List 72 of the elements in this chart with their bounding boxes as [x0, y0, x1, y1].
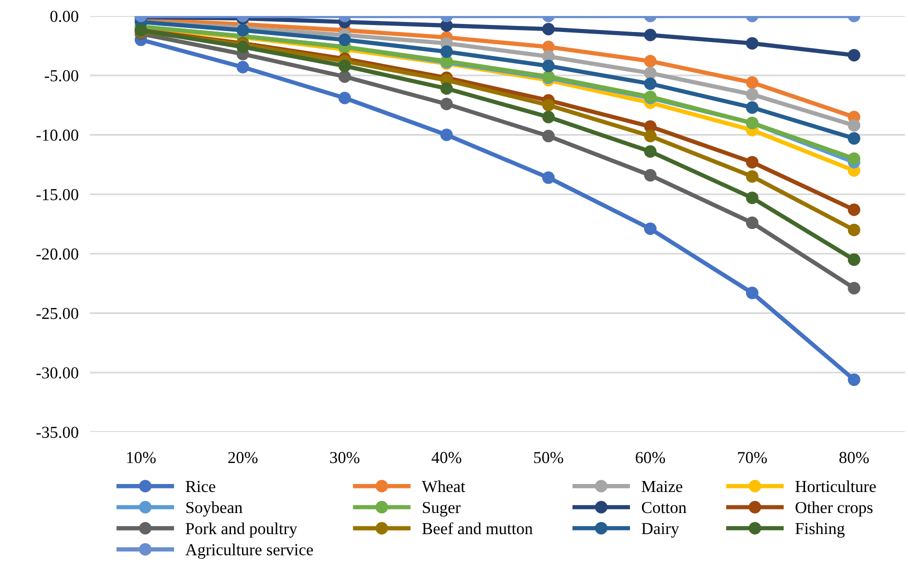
- point: [644, 78, 657, 90]
- point: [746, 192, 758, 204]
- legend-label: Dairy: [642, 523, 680, 538]
- point: [440, 98, 453, 110]
- point: [338, 70, 351, 83]
- point: [644, 130, 657, 142]
- x-tick-label: 10%: [127, 452, 156, 464]
- point: [746, 101, 758, 114]
- point: [644, 169, 657, 182]
- point: [236, 60, 250, 74]
- point: [644, 28, 657, 42]
- legend-label: Other crops: [796, 501, 873, 517]
- legend-label: Maize: [642, 480, 682, 492]
- point: [848, 48, 860, 62]
- point: [848, 224, 860, 236]
- point: [848, 119, 860, 132]
- point: [848, 373, 860, 386]
- point: [542, 110, 555, 124]
- legend-label: Beef and mutton: [422, 522, 533, 534]
- point: [848, 203, 860, 216]
- x-tick-label: 60%: [636, 452, 666, 464]
- point: [746, 216, 758, 230]
- point: [746, 156, 758, 168]
- legend-label: Fishing: [795, 522, 845, 538]
- point: [338, 92, 351, 104]
- point: [746, 88, 758, 101]
- point: [542, 98, 555, 112]
- point: [440, 82, 453, 95]
- y-tick-label: -35.00: [36, 426, 78, 438]
- y-tick-label: -20.00: [36, 248, 78, 260]
- point: [848, 282, 860, 294]
- point: [542, 60, 555, 72]
- point: [644, 54, 657, 68]
- point: [848, 152, 860, 165]
- legend-label: Soybean: [186, 501, 242, 517]
- point: [236, 24, 250, 37]
- point: [644, 145, 657, 158]
- point: [746, 76, 758, 89]
- x-tick-label: 40%: [432, 452, 462, 464]
- point: [746, 170, 758, 183]
- y-tick-label: -25.00: [36, 308, 78, 320]
- legend-label: Pork and poultry: [186, 522, 298, 538]
- legend-label: Rice: [186, 480, 216, 492]
- point: [848, 132, 860, 145]
- y-tick-label: 0.00: [50, 10, 78, 22]
- y-tick-label: -5.00: [44, 70, 78, 82]
- x-tick-label: 20%: [228, 452, 258, 464]
- point: [338, 60, 351, 72]
- point: [746, 286, 758, 300]
- x-tick-label: 30%: [330, 452, 360, 464]
- point: [746, 37, 758, 50]
- legend-label: Horticulture: [795, 480, 876, 492]
- point: [644, 222, 657, 236]
- point: [542, 130, 555, 142]
- x-tick-label: 80%: [839, 452, 869, 464]
- point: [542, 22, 555, 36]
- point: [440, 45, 453, 58]
- legend-label: Agriculture service: [185, 544, 313, 559]
- point: [338, 34, 351, 46]
- y-tick-label: -30.00: [36, 367, 78, 379]
- point: [542, 171, 555, 184]
- legend-label: Wheat: [422, 480, 466, 492]
- point: [848, 253, 860, 266]
- point: [236, 40, 250, 54]
- legend-label: Cotton: [642, 502, 686, 514]
- point: [644, 66, 657, 80]
- point: [440, 128, 453, 142]
- x-tick-label: 50%: [534, 452, 564, 464]
- y-tick-label: -15.00: [36, 188, 78, 200]
- y-tick-label: -10.00: [36, 130, 78, 141]
- legend-label: Suger: [422, 502, 461, 517]
- x-tick-label: 70%: [738, 452, 767, 464]
